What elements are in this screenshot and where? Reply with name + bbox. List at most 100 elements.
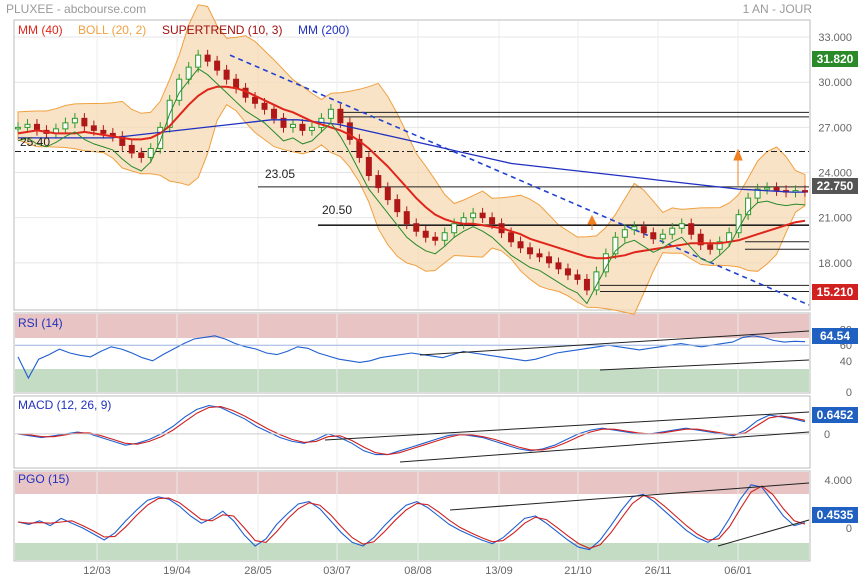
candle-body <box>308 126 315 131</box>
tag-last: 22.750 <box>817 179 854 193</box>
candle-body <box>574 274 581 280</box>
candle-body <box>527 247 534 255</box>
x-tick-label: 08/08 <box>404 565 432 577</box>
tag-rsi-bg <box>812 328 858 344</box>
sub-indicators <box>15 330 810 551</box>
candle-body <box>100 129 107 134</box>
mm40-line <box>17 85 806 260</box>
rsi-y-tick: 40 <box>840 356 852 368</box>
candle-body <box>81 117 88 127</box>
legend-supertrend: SUPERTREND (10, 3) <box>162 23 282 37</box>
pgo-line <box>17 484 806 551</box>
candle-body <box>716 241 723 250</box>
indicator-series <box>17 68 806 305</box>
level-label-23-05: 23.05 <box>265 167 295 181</box>
pgo-y-tick: 4.000 <box>824 475 852 487</box>
candle-body <box>90 125 97 131</box>
tag-low: 15.210 <box>817 285 854 299</box>
x-tick-label: 06/01 <box>724 565 752 577</box>
chart-period: 1 AN - JOUR <box>743 2 813 16</box>
macd-line <box>17 405 806 456</box>
level-label-25-40: 25.40 <box>20 135 50 149</box>
tag-pgo-bg <box>812 507 858 523</box>
candle-body <box>479 212 486 219</box>
pgo-title: PGO (15) <box>18 472 69 486</box>
price-y-tick: 18.000 <box>818 258 852 270</box>
candle-body <box>678 223 685 229</box>
candle-body <box>195 54 202 68</box>
macd-trend-lower <box>399 431 810 463</box>
candle-body <box>204 54 211 62</box>
tag-pgo: 0.4535 <box>817 508 854 522</box>
rsi-overbought-zone <box>15 314 809 338</box>
legend-mm200: MM (200) <box>298 23 349 37</box>
candle-body <box>593 271 600 291</box>
candle-body <box>659 233 666 240</box>
candle-body <box>289 123 296 128</box>
x-tick-label: 28/05 <box>244 565 272 577</box>
candle-body <box>280 117 287 128</box>
candle-body <box>612 236 619 255</box>
pgo-signal-line <box>17 485 806 549</box>
candle-body <box>252 96 259 104</box>
rsi-line <box>17 335 806 380</box>
candle-body <box>375 175 382 189</box>
candle-body <box>214 60 221 71</box>
x-tick-label: 12/03 <box>83 565 111 577</box>
candle-body <box>147 147 154 158</box>
candle-body <box>697 233 704 246</box>
candle-body <box>508 232 515 243</box>
candle-body <box>773 187 780 192</box>
tag-last-bg <box>812 178 858 194</box>
candle-body <box>337 108 344 124</box>
rsi-trend-lower <box>599 359 810 371</box>
axis-ticks: 18.000 21.000 24.000 27.000 30.000 33.000 12/0… <box>83 32 852 577</box>
candle-body <box>157 126 164 149</box>
macd-y-tick: 0 <box>824 429 830 441</box>
candle-body <box>24 123 31 128</box>
candle-body <box>451 223 458 234</box>
candle-body <box>735 214 742 234</box>
rsi-y-tick: 0 <box>846 387 852 399</box>
pgo-high-zone <box>15 472 809 494</box>
up-arrow-2 <box>733 148 743 186</box>
candle-body <box>299 123 306 131</box>
supertrend-low-line <box>17 68 806 305</box>
rsi-title: RSI (14) <box>18 316 63 330</box>
level-label-20-50: 20.50 <box>322 203 352 217</box>
tag-high: 31.820 <box>817 52 854 66</box>
x-tick-label: 13/09 <box>485 565 513 577</box>
tag-low-bg <box>812 284 858 300</box>
candle-body <box>688 223 695 235</box>
candle-body <box>261 102 268 110</box>
candle-body <box>545 256 552 264</box>
candle-body <box>346 122 353 140</box>
candle-body <box>432 236 439 241</box>
tag-macd-bg <box>812 407 858 423</box>
pgo-low-zone <box>15 543 809 560</box>
candle-body <box>640 226 647 234</box>
tag-rsi: 64.54 <box>820 329 850 343</box>
candle-body <box>764 187 771 190</box>
price-y-tick: 27.000 <box>818 122 852 134</box>
candle-body <box>138 152 145 158</box>
candle-body <box>470 212 477 219</box>
pgo-trend-lower <box>717 519 810 547</box>
price-y-tick: 21.000 <box>818 213 852 225</box>
x-tick-label: 21/10 <box>564 565 592 577</box>
candle-body <box>15 126 21 130</box>
macd-title: MACD (12, 26, 9) <box>18 398 111 412</box>
pgo-y-tick: 0 <box>846 523 852 535</box>
price-y-tick: 30.000 <box>818 77 852 89</box>
rsi-trend-upper <box>419 330 810 356</box>
candle-body <box>356 138 363 158</box>
candle-body <box>726 232 733 243</box>
candle-body <box>583 278 590 291</box>
downtrend-line <box>229 54 810 306</box>
macd-trend-upper <box>324 411 810 441</box>
candle-body <box>669 227 676 235</box>
candle-body <box>555 262 562 270</box>
legend-boll: BOLL (20, 2) <box>78 23 146 37</box>
